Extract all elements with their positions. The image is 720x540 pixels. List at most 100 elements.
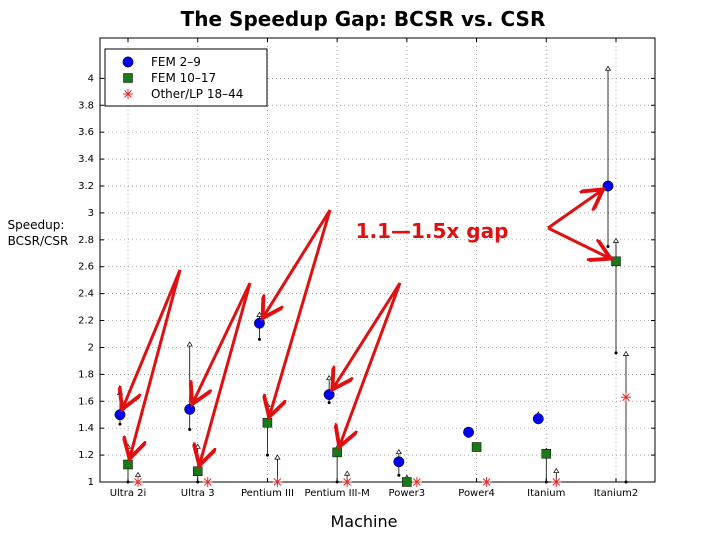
range-min-marker <box>188 428 192 432</box>
range-min-marker <box>397 473 401 477</box>
data-point <box>262 418 273 428</box>
range-min-marker <box>196 480 200 484</box>
x-tick-label: Power3 <box>389 488 426 499</box>
range-min-marker <box>614 351 618 355</box>
range-max-marker <box>604 65 612 71</box>
range-min-marker <box>126 480 130 484</box>
chart-title: The Speedup Gap: BCSR vs. CSR <box>181 7 546 31</box>
data-point <box>114 409 126 421</box>
data-markers <box>114 180 631 487</box>
y-tick-label: 2.8 <box>78 235 94 246</box>
x-tick-label: Itanium2 <box>594 488 639 499</box>
data-point <box>123 459 133 470</box>
data-point <box>411 477 422 487</box>
y-tick-label: 1.2 <box>78 450 94 461</box>
range-max-marker <box>344 470 351 476</box>
range-min-marker <box>544 480 548 484</box>
data-point <box>393 456 405 468</box>
x-tick-label: Pentium III <box>241 488 294 499</box>
data-point <box>192 466 203 476</box>
data-point <box>323 389 335 400</box>
range-max-marker <box>124 443 132 449</box>
x-tick-label: Ultra 3 <box>181 488 215 499</box>
data-point <box>332 447 342 458</box>
range-min-marker <box>335 480 339 484</box>
data-point <box>184 403 196 415</box>
y-axis-label-line2: BCSR/CSR <box>8 234 69 248</box>
y-tick-label: 1.6 <box>78 396 94 407</box>
range-max-marker <box>326 375 333 381</box>
data-point <box>551 477 562 487</box>
data-point <box>463 426 475 438</box>
red-arrow <box>130 269 182 456</box>
range-max-marker <box>264 401 271 407</box>
range-max-marker <box>186 341 193 347</box>
y-tick-label: 1 <box>88 477 94 488</box>
red-arrow <box>194 282 252 401</box>
range-min-marker <box>257 337 261 341</box>
range-max-marker <box>622 350 630 356</box>
y-tick-label: 4 <box>88 73 94 84</box>
legend-marker <box>122 56 134 68</box>
legend-entry: Other/LP 18–44 <box>151 87 243 101</box>
y-axis: 1 1.2 1.4 1.6 1.8 2 2.2 2.4 2.6 2.8 3 3.2 3.4 3.6 3.8 4 <box>78 73 655 488</box>
y-tick-label: 1.8 <box>78 369 94 380</box>
legend-marker <box>123 89 133 99</box>
range-max-marker <box>274 454 281 460</box>
data-point <box>253 317 265 329</box>
range-max-marker <box>194 443 201 449</box>
data-point <box>602 180 614 192</box>
data-point <box>133 477 143 487</box>
range-min-marker <box>118 422 122 426</box>
range-min-marker <box>606 245 610 249</box>
data-point <box>541 448 552 459</box>
y-tick-label: 2.4 <box>78 289 94 300</box>
y-tick-label: 1.4 <box>78 423 94 434</box>
range-max-marker <box>395 449 402 455</box>
range-max-marker <box>134 471 142 477</box>
data-point <box>532 413 544 425</box>
y-tick-label: 2.6 <box>78 262 94 273</box>
legend: FEM 2–9 FEM 10–17 Other/LP 18–44 <box>104 48 268 107</box>
range-bars <box>116 65 630 484</box>
red-arrow <box>340 282 402 444</box>
data-point <box>272 477 283 487</box>
y-tick-label: 2 <box>88 342 94 353</box>
y-tick-label: 2.2 <box>78 316 94 327</box>
data-point <box>342 477 353 487</box>
gap-annotation-text: 1.1—1.5x gap <box>356 219 509 243</box>
data-point <box>611 256 621 267</box>
red-arrow <box>264 209 332 316</box>
red-arrow <box>270 209 332 414</box>
data-point <box>471 442 482 452</box>
x-tick-label: Pentium III-M <box>305 488 370 499</box>
red-arrow <box>334 282 402 387</box>
data-point <box>402 477 412 487</box>
range-max-marker <box>612 237 620 243</box>
range-min-marker <box>265 453 269 457</box>
legend-marker <box>123 73 133 83</box>
data-point <box>621 392 631 403</box>
x-tick-label: Power4 <box>458 488 495 499</box>
y-tick-label: 3.8 <box>78 100 94 111</box>
x-axis-label: Machine <box>331 512 398 531</box>
range-max-marker <box>116 389 124 395</box>
red-arrow <box>123 269 182 406</box>
x-tick-label: Ultra 2i <box>110 488 147 499</box>
y-tick-label: 3 <box>88 208 94 219</box>
range-max-marker <box>553 467 560 473</box>
range-min-marker <box>624 480 628 484</box>
gap-annotation: 1.1—1.5x gap <box>123 191 607 462</box>
y-tick-label: 3.4 <box>78 154 94 165</box>
data-point <box>202 477 213 487</box>
range-min-marker <box>327 401 331 405</box>
red-arrow <box>200 282 252 463</box>
y-axis-label-line1: Speedup: <box>8 218 65 232</box>
y-tick-label: 3.6 <box>78 127 94 138</box>
plot-frame <box>99 37 656 483</box>
range-max-marker <box>256 311 263 317</box>
data-point <box>481 477 492 487</box>
red-arrow <box>547 191 601 230</box>
legend-entry: FEM 2–9 <box>151 55 201 69</box>
y-tick-label: 3.2 <box>78 181 94 192</box>
